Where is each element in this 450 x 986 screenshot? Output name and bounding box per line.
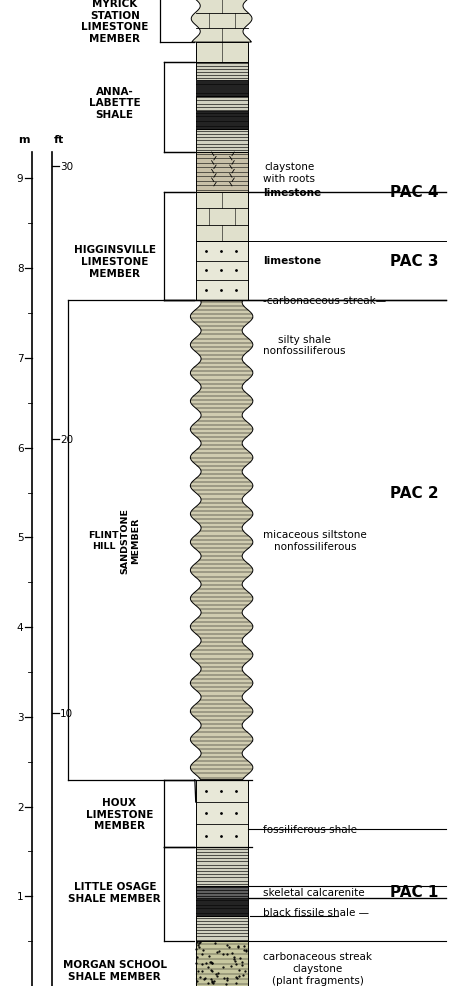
Polygon shape: [196, 780, 248, 847]
Text: PAC 4: PAC 4: [390, 185, 438, 200]
Text: 30: 30: [60, 162, 73, 172]
Text: 10: 10: [60, 708, 73, 718]
Text: 20: 20: [60, 435, 73, 445]
Polygon shape: [190, 301, 253, 780]
Polygon shape: [196, 112, 248, 130]
Text: HOUX
LIMESTONE
MEMBER: HOUX LIMESTONE MEMBER: [86, 798, 153, 830]
Text: 3: 3: [17, 712, 23, 722]
Polygon shape: [196, 885, 248, 898]
Text: skeletal calcarenite: skeletal calcarenite: [263, 886, 365, 897]
Text: ft: ft: [54, 135, 64, 145]
Polygon shape: [196, 192, 248, 242]
Text: 8: 8: [17, 264, 23, 274]
Polygon shape: [196, 153, 248, 192]
Polygon shape: [196, 97, 248, 112]
Text: PAC 1: PAC 1: [390, 884, 438, 899]
Text: MYRICK
STATION
LIMESTONE
MEMBER: MYRICK STATION LIMESTONE MEMBER: [81, 0, 148, 44]
Text: -carbonaceous streak—: -carbonaceous streak—: [263, 295, 387, 306]
Text: limestone: limestone: [263, 255, 321, 266]
Text: MORGAN SCHOOL
SHALE MEMBER: MORGAN SCHOOL SHALE MEMBER: [63, 959, 167, 981]
Text: 2: 2: [17, 802, 23, 811]
Text: silty shale
nonfossiliferous: silty shale nonfossiliferous: [263, 334, 346, 356]
Polygon shape: [196, 847, 248, 885]
Polygon shape: [196, 130, 248, 153]
Polygon shape: [196, 63, 248, 81]
Text: 4: 4: [17, 622, 23, 632]
Text: ANNA-
LABETTE
SHALE: ANNA- LABETTE SHALE: [89, 87, 140, 119]
Polygon shape: [196, 942, 248, 986]
Text: FLINT
HILL: FLINT HILL: [88, 530, 119, 550]
Text: micaceous siltstone
nonfossiliferous: micaceous siltstone nonfossiliferous: [263, 529, 367, 551]
Text: black fissile shale —: black fissile shale —: [263, 907, 369, 918]
Polygon shape: [196, 242, 248, 301]
Text: SANDSTONE
MEMBER: SANDSTONE MEMBER: [121, 508, 140, 574]
Text: PAC 2: PAC 2: [390, 485, 438, 501]
Text: fossiliferous shale: fossiliferous shale: [263, 824, 357, 834]
Text: LITTLE OSAGE
SHALE MEMBER: LITTLE OSAGE SHALE MEMBER: [68, 881, 161, 902]
Text: limestone: limestone: [263, 187, 321, 198]
Polygon shape: [196, 898, 248, 916]
Text: claystone
with roots: claystone with roots: [263, 163, 315, 183]
Text: 5: 5: [17, 532, 23, 543]
Polygon shape: [196, 916, 248, 942]
Text: 7: 7: [17, 354, 23, 364]
Text: 1: 1: [17, 891, 23, 901]
Polygon shape: [196, 81, 248, 97]
Text: 9: 9: [17, 175, 23, 184]
Text: PAC 3: PAC 3: [390, 253, 438, 268]
Text: 6: 6: [17, 443, 23, 454]
Text: HIGGINSVILLE
LIMESTONE
MEMBER: HIGGINSVILLE LIMESTONE MEMBER: [74, 246, 156, 278]
Text: carbonaceous streak
claystone
(plant fragments): carbonaceous streak claystone (plant fra…: [263, 951, 372, 985]
Polygon shape: [196, 43, 248, 63]
Polygon shape: [191, 0, 252, 43]
Text: m: m: [18, 135, 29, 145]
